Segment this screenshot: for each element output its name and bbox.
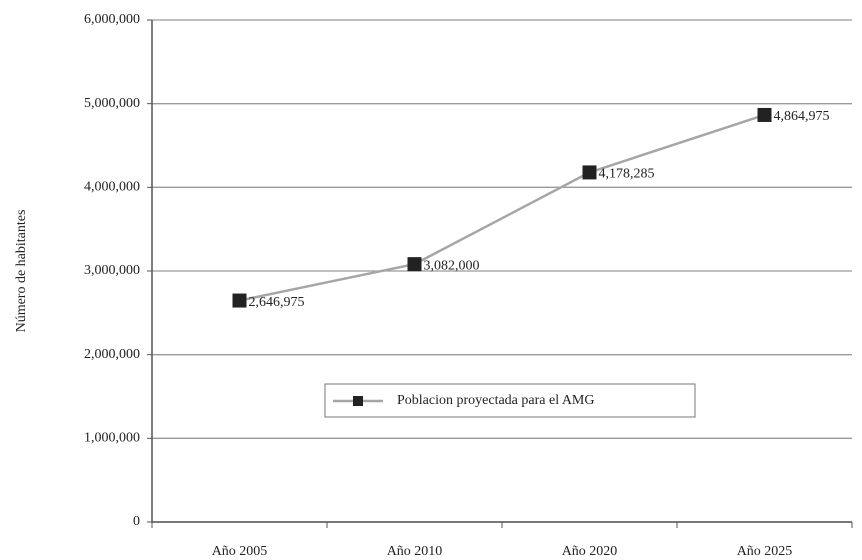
y-tick-label: 2,000,000 bbox=[84, 347, 140, 362]
y-tick-label: 6,000,000 bbox=[84, 12, 140, 27]
x-tick-label: Año 2025 bbox=[737, 544, 793, 559]
x-tick-label: Año 2005 bbox=[212, 544, 268, 559]
data-label: 3,082,000 bbox=[424, 258, 480, 273]
data-label: 4,178,285 bbox=[599, 167, 655, 182]
legend-box bbox=[324, 383, 696, 418]
marker bbox=[757, 107, 772, 122]
legend-marker bbox=[353, 396, 363, 406]
data-label: 4,864,975 bbox=[774, 109, 830, 124]
legend-label: Poblacion proyectada para el AMG bbox=[397, 393, 595, 408]
data-label: 2,646,975 bbox=[249, 295, 305, 310]
marker bbox=[582, 165, 597, 180]
series-line bbox=[239, 113, 765, 302]
y-tick-label: 3,000,000 bbox=[84, 263, 140, 278]
y-tick-label: 1,000,000 bbox=[84, 431, 140, 446]
marker bbox=[407, 257, 422, 272]
y-tick-label: 0 bbox=[133, 514, 140, 529]
x-tick-label: Año 2020 bbox=[562, 544, 618, 559]
marker bbox=[232, 293, 247, 308]
y-axis-label: Número de habitantes bbox=[14, 210, 29, 333]
y-tick-label: 5,000,000 bbox=[84, 96, 140, 111]
y-tick-label: 4,000,000 bbox=[84, 180, 140, 195]
x-tick-label: Año 2010 bbox=[387, 544, 443, 559]
